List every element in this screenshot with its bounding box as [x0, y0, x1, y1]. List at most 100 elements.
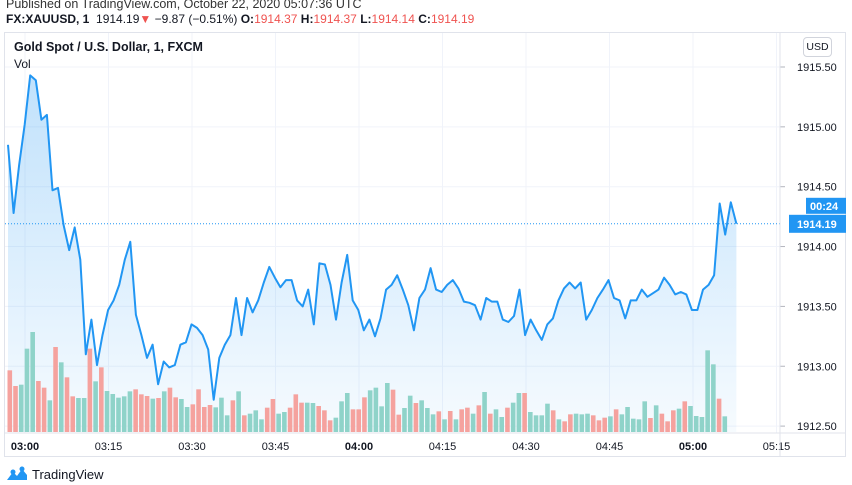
volume-bar — [373, 387, 379, 432]
volume-bar — [161, 391, 167, 432]
currency-button[interactable]: USD — [803, 37, 832, 57]
volume-bar — [413, 403, 419, 432]
y-tick-label: 1913.50 — [797, 301, 837, 313]
volume-bar — [264, 407, 270, 432]
change: −9.87 (−0.51%) — [154, 12, 238, 26]
volume-bar — [253, 410, 259, 432]
volume-bar — [562, 421, 567, 432]
countdown-label: 00:24 — [810, 201, 839, 213]
x-tick-label: 04:15 — [429, 441, 457, 453]
y-tick-label: 1913.00 — [797, 361, 837, 373]
volume-bar — [550, 410, 556, 432]
volume-bar — [139, 394, 144, 432]
x-tick-label: 04:30 — [512, 441, 540, 453]
volume-bar — [493, 409, 499, 432]
volume-bar — [648, 418, 653, 432]
volume-bar — [722, 416, 728, 432]
volume-bar — [116, 397, 121, 432]
volume-bar — [287, 407, 293, 432]
volume-bar — [619, 414, 625, 432]
low-label: L: — [360, 12, 372, 26]
volume-bar — [602, 417, 607, 432]
volume-bar — [442, 419, 447, 432]
volume-bar — [711, 364, 716, 432]
volume-bar — [333, 417, 339, 432]
volume-bar — [18, 384, 24, 432]
volume-bar — [104, 391, 110, 432]
symbol: FX:XAUUSD, 1 — [6, 12, 90, 26]
volume-bar — [350, 409, 356, 432]
volume-bar — [36, 381, 41, 432]
volume-bar — [716, 398, 722, 432]
volume-bar — [184, 407, 190, 432]
volume-bar — [24, 348, 30, 432]
volume-bar — [99, 367, 104, 432]
volume-bar — [665, 421, 670, 432]
price-line — [7, 74, 738, 401]
chart-frame — [4, 32, 846, 457]
volume-bar — [453, 419, 459, 432]
volume-bar — [259, 419, 264, 432]
volume-bar — [447, 411, 453, 432]
x-tick-label: 05:15 — [763, 441, 791, 453]
volume-bar — [608, 416, 613, 432]
volume-bar — [322, 410, 327, 432]
volume-bar — [156, 398, 161, 432]
published-text: Published on TradingView.com, October 22… — [6, 0, 362, 11]
volume-bar — [144, 396, 150, 432]
last-price: 1914.19 — [96, 12, 140, 26]
countdown-tag — [806, 197, 846, 214]
volume-bar — [316, 406, 321, 432]
x-tick-label: 04:45 — [596, 441, 624, 453]
volume-bar — [470, 413, 476, 432]
y-tick-label: 1914.50 — [797, 182, 837, 194]
volume-bar — [419, 400, 424, 432]
volume-bar — [13, 386, 18, 432]
low-value: 1914.14 — [371, 12, 415, 26]
high-value: 1914.37 — [313, 12, 357, 26]
volume-bar — [659, 413, 665, 432]
volume-bar — [482, 392, 487, 432]
price-tag — [789, 214, 846, 233]
volume-bar — [459, 409, 464, 432]
y-tick-label: 1915.00 — [797, 122, 837, 134]
x-tick-label: 04:00 — [345, 441, 373, 453]
volume-bar — [179, 399, 184, 432]
tradingview-logo[interactable]: TradingView — [6, 466, 104, 482]
volume-bar — [625, 407, 630, 432]
volume-bar — [207, 405, 213, 432]
volume-bar — [133, 389, 138, 432]
volume-bar — [173, 397, 178, 432]
volume-bar — [270, 399, 276, 432]
open-value: 1914.37 — [254, 12, 298, 26]
close-label: C: — [418, 12, 431, 26]
volume-bar — [528, 412, 533, 432]
x-tick-label: 05:00 — [679, 441, 707, 453]
down-arrow-icon: ▼ — [139, 12, 152, 26]
volume-bar — [282, 412, 287, 432]
volume-bar — [327, 420, 333, 432]
y-tick-label: 1912.50 — [797, 421, 837, 433]
volume-bar — [304, 402, 310, 432]
volume-bar — [47, 400, 53, 432]
volume-bar — [236, 391, 241, 432]
volume-bar — [545, 403, 550, 432]
volume-bar — [70, 396, 76, 432]
volume-bar — [64, 377, 70, 432]
volume-bar — [596, 420, 602, 432]
volume-bar — [516, 393, 522, 432]
volume-bar — [390, 389, 396, 432]
volume-bar — [87, 348, 93, 432]
volume-bar — [630, 418, 636, 432]
volume-bar — [487, 413, 493, 432]
volume-bar — [110, 394, 116, 432]
open-label: O: — [240, 12, 255, 26]
volume-bar — [230, 400, 236, 432]
volume-bar — [642, 401, 648, 432]
volume-bar — [81, 398, 87, 432]
volume-bar — [379, 406, 384, 432]
x-tick-label: 03:30 — [178, 441, 206, 453]
volume-bar — [150, 398, 156, 432]
volume-bar — [430, 414, 436, 432]
